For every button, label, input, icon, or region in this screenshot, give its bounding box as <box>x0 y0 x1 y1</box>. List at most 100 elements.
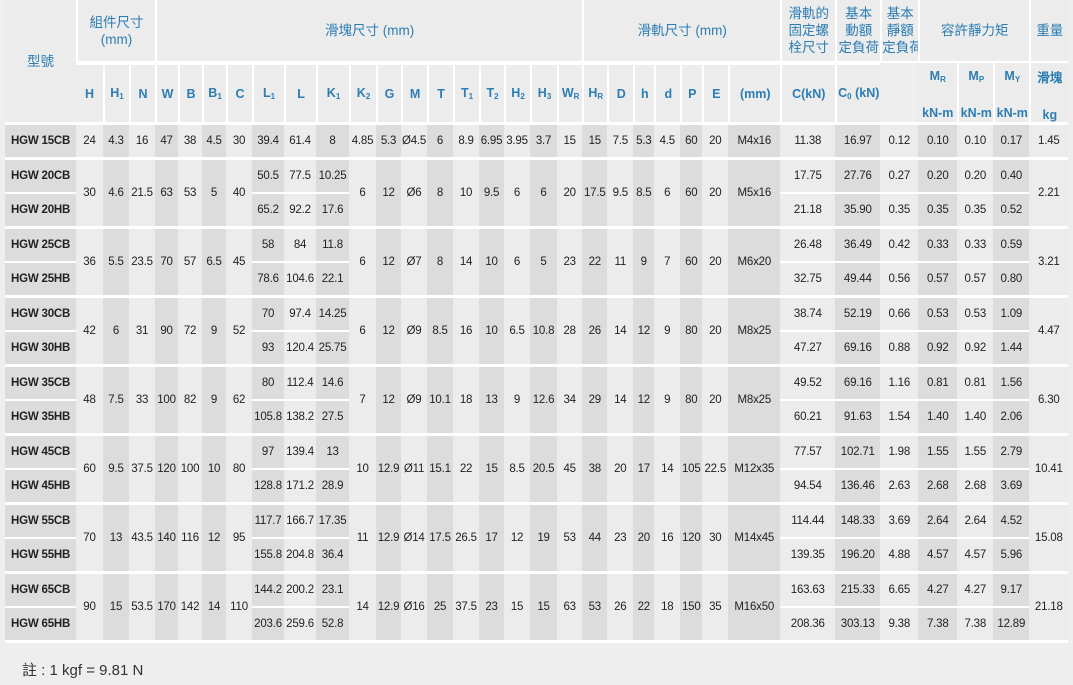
column-header-L: L <box>284 63 317 122</box>
cell-Ckn: 47.27 <box>780 330 836 364</box>
cell-kgr: 10.41 <box>1029 433 1069 502</box>
cell-HR: 29 <box>582 364 608 433</box>
cell-B: 57 <box>178 226 203 295</box>
cell-P: 120 <box>680 502 703 571</box>
column-header-h: h <box>633 63 655 122</box>
cell-B: 53 <box>178 157 203 226</box>
cell-B: 82 <box>178 364 203 433</box>
cell-E: 20 <box>702 226 729 295</box>
model-cell: HGW 55CB <box>5 502 76 537</box>
cell-T1: 16 <box>453 295 480 364</box>
cell-H: 36 <box>76 226 103 295</box>
cell-T2: 10 <box>479 226 505 295</box>
table-row: HGW 35HB 105.8 138.2 27.5 60.21 91.63 1.54 1.40… <box>5 399 1068 433</box>
cell-h: 12 <box>633 295 655 364</box>
model-cell: HGW 20CB <box>5 157 76 192</box>
cell-T2: 10 <box>479 295 505 364</box>
cell-L: 104.6 <box>284 261 317 295</box>
table-row: HGW 55CB 70 13 43.5 140 116 12 95 117.7 166.7 17.3… <box>5 502 1069 571</box>
cell-HR: 53 <box>582 571 608 643</box>
cell-H: 48 <box>76 364 103 433</box>
model-cell: HGW 65CB <box>5 571 76 606</box>
header-dynamic-line: 定負荷 <box>838 40 880 55</box>
model-cell: HGW 30HB <box>5 330 76 364</box>
cell-E: 35 <box>702 571 729 643</box>
cell-MP: 1.40 <box>918 399 958 433</box>
cell-P: 105 <box>680 433 703 502</box>
table-row: HGW 30HB 93 120.4 25.75 47.27 69.16 0.88 0.92 0.… <box>5 330 1068 364</box>
cell-L: 97.4 <box>284 295 317 330</box>
cell-C0: 52.19 <box>835 295 881 330</box>
cell-Ckn: 21.18 <box>780 192 836 226</box>
cell-Ckn: 208.36 <box>780 606 836 643</box>
cell-MR: 9.38 <box>880 606 919 643</box>
header-static-load: 基本 靜額 定負荷 <box>880 0 919 63</box>
cell-M: Ø4.5 <box>401 122 428 157</box>
header-static-line: 定負荷 <box>882 40 918 55</box>
cell-M: Ø16 <box>401 571 428 643</box>
cell-C0: 148.33 <box>835 502 881 537</box>
model-cell: HGW 35HB <box>5 399 76 433</box>
cell-H2: 9 <box>504 364 531 433</box>
cell-C0: 136.46 <box>835 468 881 502</box>
cell-bolt: M8x25 <box>728 295 781 364</box>
table-row: HGW 35CB 48 7.5 33 100 82 9 62 80 112.4 14.6 7 12 Ø9 1… <box>5 364 1069 433</box>
cell-H2: 15 <box>504 571 531 643</box>
cell-MR: 0.35 <box>880 192 919 226</box>
cell-K1: 11.8 <box>316 226 350 261</box>
cell-Cd: 30 <box>226 122 253 157</box>
cell-W: 120 <box>155 433 179 502</box>
cell-K1: 23.1 <box>316 571 350 606</box>
cell-MP: 0.53 <box>918 295 958 330</box>
table-row: HGW 20CB 30 4.6 21.5 63 53 5 40 50.5 77.5 10.25 6 12… <box>5 157 1069 226</box>
linear-guide-spec-table: 型號 組件尺寸 (mm) 滑塊尺寸 (mm) 滑軌尺寸 (mm) 滑軌的 固定螺… <box>5 0 1069 643</box>
cell-T: 15.1 <box>427 433 454 502</box>
cell-K1: 14.25 <box>316 295 350 330</box>
cell-Ckn: 32.75 <box>780 261 836 295</box>
cell-MY: 1.55 <box>957 433 994 468</box>
header-weight: 重量 <box>1029 0 1069 63</box>
cell-D: 14 <box>607 295 634 364</box>
column-header-T1: T1 <box>453 63 480 122</box>
column-header-B: B <box>178 63 203 122</box>
cell-T: 8 <box>427 226 454 295</box>
column-header-unit: kN-m <box>922 106 954 120</box>
cell-L1: 78.6 <box>252 261 285 295</box>
cell-P: 60 <box>680 157 703 226</box>
cell-H3: 20.5 <box>530 433 558 502</box>
cell-H: 30 <box>76 157 103 226</box>
cell-L: 138.2 <box>284 399 317 433</box>
cell-W: 70 <box>155 226 179 295</box>
cell-W: 170 <box>155 571 179 643</box>
cell-kgb: 1.09 <box>993 295 1030 330</box>
cell-L: 166.7 <box>284 502 317 537</box>
cell-bolt: M14x45 <box>728 502 781 571</box>
cell-D: 23 <box>607 502 634 571</box>
cell-K1: 28.9 <box>316 468 350 502</box>
column-header-G: G <box>376 63 402 122</box>
cell-K1: 17.6 <box>316 192 350 226</box>
cell-HR: 26 <box>582 295 608 364</box>
column-header-MY: MY kN-m <box>993 63 1030 122</box>
cell-L: 92.2 <box>284 192 317 226</box>
cell-h: 9 <box>633 226 655 295</box>
cell-W: 140 <box>155 502 179 571</box>
cell-MY: 2.64 <box>957 502 994 537</box>
cell-B: 116 <box>178 502 203 571</box>
cell-d: 9 <box>654 364 681 433</box>
cell-K2: 6 <box>349 295 377 364</box>
cell-d: 6 <box>654 157 681 226</box>
cell-N: 53.5 <box>129 571 156 643</box>
cell-C0: 36.49 <box>835 226 881 261</box>
cell-MR: 0.66 <box>880 295 919 330</box>
cell-L: 84 <box>284 226 317 261</box>
cell-G: 5.3 <box>376 122 402 157</box>
cell-T1: 26.5 <box>453 502 480 571</box>
cell-K1: 25.75 <box>316 330 350 364</box>
cell-N: 16 <box>129 122 156 157</box>
cell-D: 9.5 <box>607 157 634 226</box>
model-cell: HGW 15CB <box>5 122 76 157</box>
cell-C0: 303.13 <box>835 606 881 643</box>
header-bolt-line: 滑軌的 <box>788 6 830 21</box>
cell-WR: 15 <box>557 122 583 157</box>
